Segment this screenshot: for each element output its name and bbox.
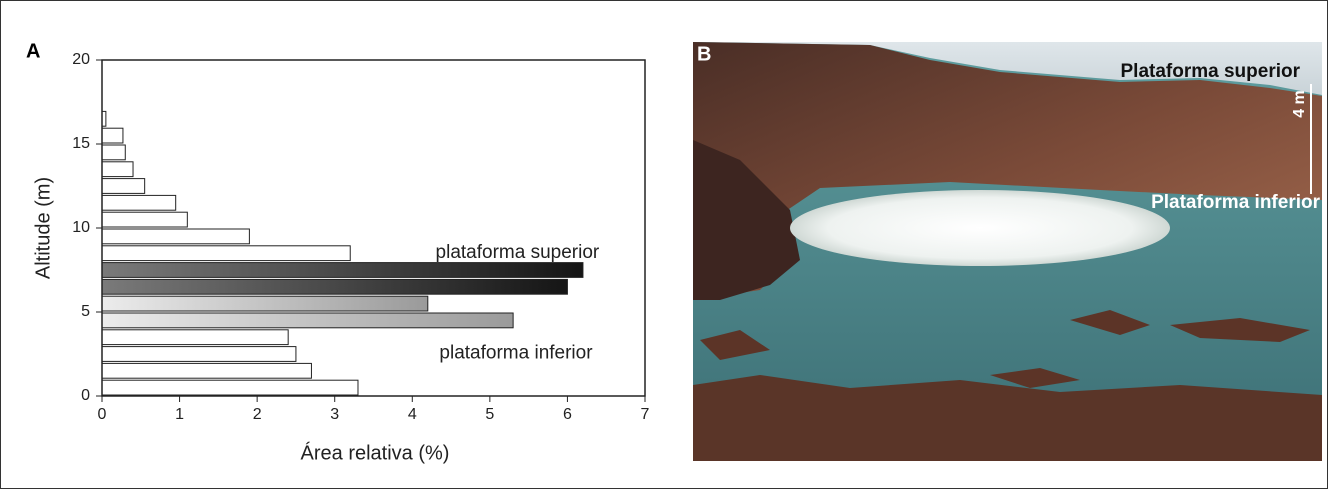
bar (102, 263, 583, 278)
y-tick-label: 0 (81, 387, 90, 404)
x-tick-label: 2 (253, 406, 262, 423)
y-tick-label: 5 (81, 303, 90, 320)
bar (102, 162, 133, 177)
bar (102, 279, 567, 294)
bar (102, 330, 288, 345)
x-tick-label: 5 (485, 406, 494, 423)
bar (102, 246, 350, 261)
photo: B Plataforma superior Plataforma inferio… (693, 42, 1322, 461)
x-tick-label: 1 (175, 406, 184, 423)
y-axis-label: Altitude (m) (32, 177, 54, 279)
chart: 0 1 2 3 4 5 6 7 0 5 10 15 20 plataforma superior plata… (72, 51, 649, 423)
bar (102, 145, 125, 160)
x-tick-label: 7 (641, 406, 650, 423)
bar (102, 179, 145, 194)
x-tick-label: 6 (563, 406, 572, 423)
bar (102, 195, 176, 210)
x-tick-label: 3 (330, 406, 339, 423)
bar (102, 313, 513, 328)
photo-foam (790, 190, 1170, 266)
annotation: plataforma inferior (439, 343, 593, 364)
bar (102, 347, 296, 362)
x-tick-label: 0 (98, 406, 107, 423)
bar (102, 363, 311, 378)
bar (102, 296, 428, 311)
bar (102, 229, 249, 244)
annotation: plataforma superior (436, 242, 600, 263)
bar (102, 380, 358, 395)
photo-label: Plataforma inferior (1151, 192, 1321, 213)
bar (102, 128, 123, 143)
y-tick-label: 20 (72, 51, 90, 68)
x-axis-label: Área relativa (%) (301, 441, 450, 464)
y-tick-label: 10 (72, 219, 90, 236)
panel-label: A (26, 40, 40, 62)
y-tick-label: 15 (72, 135, 90, 152)
panel-label: B (697, 43, 711, 65)
x-tick-label: 4 (408, 406, 417, 423)
figure: A Área relativa (%) Altitude (m) 0 1 2 3 4 5 6… (0, 0, 1328, 489)
photo-label: Plataforma superior (1121, 61, 1301, 82)
bar (102, 212, 187, 227)
scale-label: 4 m (1291, 90, 1308, 118)
